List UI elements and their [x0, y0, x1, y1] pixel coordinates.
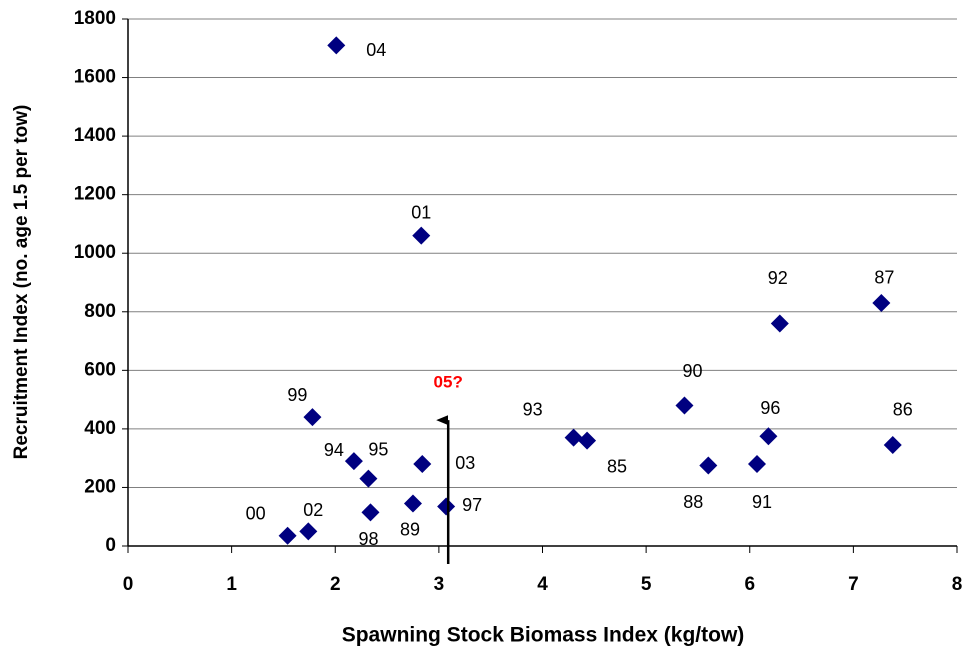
point-label: 95 [368, 439, 388, 459]
data-point [578, 431, 597, 450]
data-point [278, 526, 297, 545]
data-point [675, 396, 694, 415]
data-point [299, 522, 318, 541]
x-tick-label: 0 [123, 574, 134, 595]
point-label: 93 [523, 399, 543, 419]
y-axis-title: Recruitment Index (no. age 1.5 per tow) [11, 105, 32, 460]
x-tick-label: 3 [434, 574, 445, 595]
data-point [699, 456, 718, 475]
data-point [361, 503, 380, 522]
annotation-label: 05? [434, 373, 463, 392]
point-label: 97 [462, 495, 482, 515]
point-label: 01 [411, 202, 431, 222]
point-label: 00 [246, 504, 266, 524]
point-label: 88 [683, 492, 703, 512]
point-label: 92 [768, 268, 788, 288]
y-tick-label: 1800 [74, 8, 116, 29]
point-label: 86 [893, 400, 913, 420]
data-point [437, 497, 456, 516]
point-label: 02 [303, 500, 323, 520]
data-point [344, 452, 363, 471]
data-point [327, 36, 346, 55]
y-tick-label: 800 [84, 301, 116, 322]
y-tick-label: 1200 [74, 184, 116, 205]
point-label: 90 [682, 361, 702, 381]
point-label: 94 [324, 440, 344, 460]
x-tick-label: 5 [641, 574, 652, 595]
data-point [883, 435, 902, 454]
x-tick-label: 4 [537, 574, 548, 595]
point-label: 87 [874, 268, 894, 288]
point-label: 91 [752, 492, 772, 512]
point-label: 98 [358, 529, 378, 549]
data-point [412, 226, 431, 245]
data-point [403, 494, 422, 513]
y-tick-label: 1000 [74, 242, 116, 263]
data-point [303, 408, 322, 427]
y-tick-label: 400 [84, 418, 116, 439]
x-tick-label: 6 [744, 574, 755, 595]
point-label: 89 [400, 519, 420, 539]
y-tick-label: 600 [84, 359, 116, 380]
point-label: 85 [607, 456, 627, 476]
point-label: 04 [366, 40, 386, 60]
y-tick-label: 1600 [74, 67, 116, 88]
data-point [770, 314, 789, 333]
x-axis-title: Spawning Stock Biomass Index (kg/tow) [342, 624, 745, 647]
x-tick-label: 1 [226, 574, 237, 595]
point-label: 96 [760, 398, 780, 418]
point-label: 99 [287, 385, 307, 405]
data-point [759, 427, 778, 446]
data-point [872, 293, 891, 312]
y-tick-label: 0 [105, 535, 116, 556]
x-tick-label: 7 [848, 574, 859, 595]
data-point [413, 455, 432, 474]
x-tick-label: 8 [952, 574, 963, 595]
y-tick-label: 1400 [74, 125, 116, 146]
point-label: 03 [455, 453, 475, 473]
y-tick-label: 200 [84, 476, 116, 497]
data-point [564, 428, 583, 447]
x-tick-label: 2 [330, 574, 341, 595]
data-point [748, 455, 767, 474]
data-point [359, 469, 378, 488]
